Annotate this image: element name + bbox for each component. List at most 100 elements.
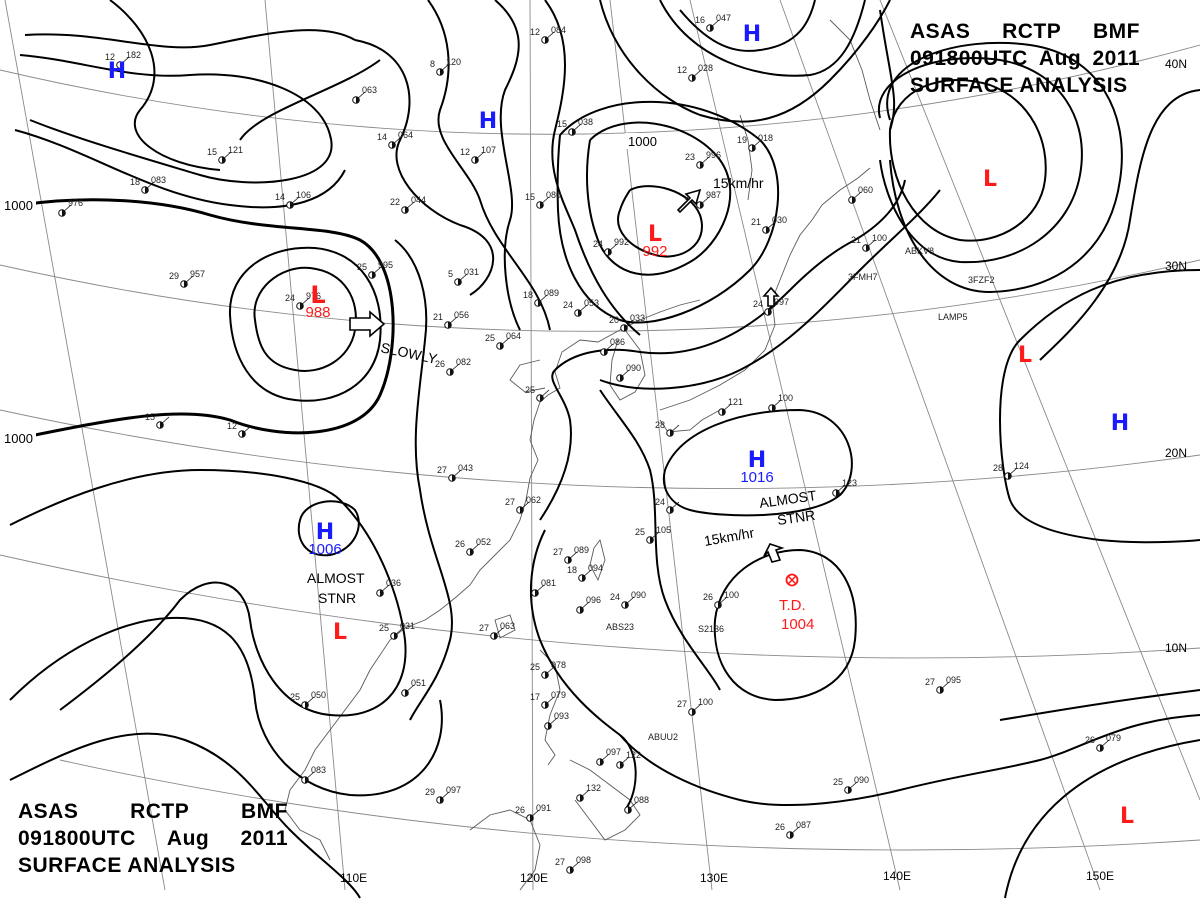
station-pressure: 122	[626, 750, 641, 760]
station-pressure: 063	[362, 85, 377, 95]
station-cloud-cover	[608, 248, 612, 256]
station-cloud-cover	[540, 201, 544, 209]
station-wind-barb	[577, 304, 588, 314]
station-cloud-cover	[545, 701, 549, 709]
station-pressure: 106	[296, 190, 311, 200]
motion-text-east-china-high-line2: STNR	[776, 507, 816, 528]
station-cloud-cover	[500, 342, 504, 350]
station-id-label: ABUU2	[648, 732, 678, 742]
station-cloud-cover	[538, 299, 542, 307]
station-plot: 27 062	[505, 495, 541, 514]
axis-labels: 110E 120E 130E 140E 150E 10N 20N 30N 40N	[340, 57, 1187, 885]
tropical-depression-symbol	[785, 573, 799, 587]
station-temperature: 18	[523, 290, 533, 300]
isobar	[297, 500, 360, 557]
station-temperature: 25	[290, 692, 300, 702]
station-cloud-cover	[578, 309, 582, 317]
station-temperature: 12	[105, 52, 115, 62]
station-cloud-cover	[62, 209, 66, 217]
station-temperature: 26	[515, 805, 525, 815]
station-wind-barb	[709, 19, 720, 29]
station-pressure: 079	[1106, 733, 1121, 743]
station-plot: 036	[376, 578, 401, 597]
station-pressure: 992	[614, 237, 629, 247]
station-plot: 28 124	[993, 461, 1029, 480]
station-cloud-cover	[380, 589, 384, 597]
station-cloud-cover	[600, 758, 604, 766]
station-cloud-cover	[722, 408, 726, 416]
title-line-2: 091800UTC Aug 2011	[18, 825, 288, 852]
title-station-code: RCTP	[130, 800, 190, 823]
center-pressure-h-east-china-sea: 1016	[740, 469, 773, 486]
station-cloud-cover	[184, 280, 188, 288]
station-plot: 096	[576, 595, 601, 614]
station-cloud-cover	[448, 321, 452, 329]
station-cloud-cover	[620, 374, 624, 382]
station-cloud-cover	[452, 474, 456, 482]
isobar	[599, 389, 721, 691]
tropical-depression: T.D. 1004	[779, 573, 814, 633]
station-pressure: 060	[858, 185, 873, 195]
station-wind-barb	[789, 826, 800, 836]
station-pressure: 062	[526, 495, 541, 505]
station-temperature: 26	[1085, 735, 1095, 745]
station-pressure: 957	[190, 269, 205, 279]
low-center-l-southeast-pacific: L	[1120, 804, 1134, 829]
isobar-labels: 1000 1000 1000	[2, 133, 661, 446]
isobar	[530, 529, 637, 811]
motion-text-south-high-line1: ALMOST	[307, 570, 365, 586]
station-plot: 21 056	[433, 310, 469, 329]
title-line-1: ASAS RCTP BMF	[18, 798, 288, 825]
station-pressure: 031	[464, 267, 479, 277]
station-pressure: 082	[456, 357, 471, 367]
station-temperature: 29	[169, 271, 179, 281]
coast-korea	[609, 329, 646, 401]
coast-bay-bohai	[509, 359, 546, 393]
station-plot: 22 044	[390, 195, 426, 214]
station-id-label: S2136	[698, 624, 724, 634]
station-temperature: 25	[833, 777, 843, 787]
station-wind-barb	[624, 596, 635, 606]
coast-kuril	[821, 167, 871, 206]
station-wind-barb	[619, 369, 630, 379]
station-pressure: 121	[228, 145, 243, 155]
station-pressure: 064	[398, 130, 413, 140]
station-wind-barb	[393, 627, 404, 637]
station-pressure: 097	[606, 747, 621, 757]
station-temperature: 14	[377, 132, 387, 142]
latitude-line-30n	[0, 259, 1200, 332]
station-temperature: 8	[430, 59, 435, 69]
station-plot: 23 996	[685, 150, 721, 169]
arrow-japan	[762, 286, 780, 307]
station-pressure: 088	[634, 795, 649, 805]
station-cloud-cover	[718, 601, 722, 609]
low-center-l-indochina: L	[333, 620, 347, 645]
station-cloud-cover	[692, 74, 696, 82]
station-plot: 26 087	[775, 820, 811, 839]
station-temperature: 21	[433, 312, 443, 322]
isobar	[599, 0, 891, 123]
title-year: 2011	[240, 827, 288, 850]
isobar	[556, 100, 780, 324]
station-pressure: 123	[842, 478, 857, 488]
station-pressure: 028	[698, 63, 713, 73]
motion-text-east-china-high: ALMOST STNR	[758, 487, 818, 528]
isobar	[494, 0, 521, 331]
motion-arrows	[349, 188, 785, 563]
station-id-label: LAMP5	[938, 312, 968, 322]
station-temperature: 24	[610, 592, 620, 602]
station-wind-barb	[699, 196, 710, 206]
station-id-label: ABKV8	[905, 246, 934, 256]
station-wind-barb	[144, 181, 155, 191]
station-cloud-cover	[1100, 744, 1104, 752]
station-temperature: 22	[390, 197, 400, 207]
high-center-h-south-china: H	[316, 520, 334, 545]
isobar	[9, 732, 361, 899]
station-cloud-cover	[548, 722, 552, 730]
tropical-depression-pressure: 1004	[781, 616, 814, 633]
isobar	[354, 39, 495, 296]
station-temperature: 16	[695, 15, 705, 25]
station-wind-barb	[404, 201, 415, 211]
